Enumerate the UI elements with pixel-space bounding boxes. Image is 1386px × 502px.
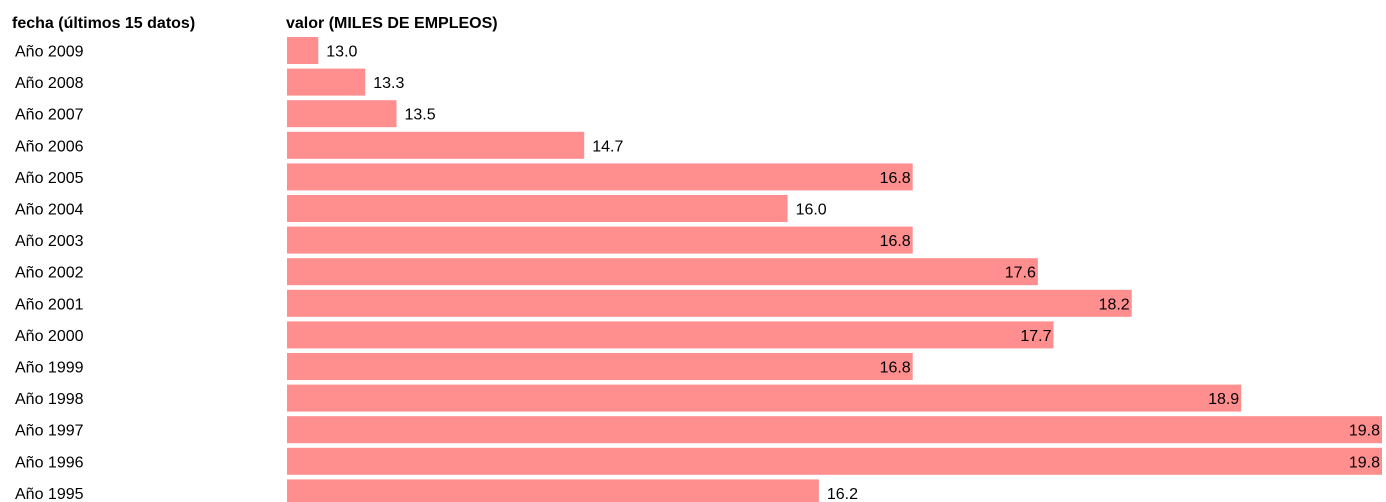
value-label: 13.3 xyxy=(373,75,404,92)
bar xyxy=(287,163,913,191)
value-label: 17.6 xyxy=(1005,265,1036,282)
category-label: Año 2003 xyxy=(15,233,84,250)
category-label: Año 2008 xyxy=(15,75,84,92)
value-label: 16.8 xyxy=(880,360,911,377)
bar xyxy=(287,131,585,159)
category-label: Año 2001 xyxy=(15,296,84,313)
value-label: 16.8 xyxy=(880,170,911,187)
bar xyxy=(287,321,1054,349)
category-label: Año 1995 xyxy=(15,486,84,502)
value-label: 17.7 xyxy=(1020,328,1051,345)
category-label: Año 2006 xyxy=(15,138,84,155)
category-label: Año 1996 xyxy=(15,454,84,471)
category-label: Año 1999 xyxy=(15,360,84,377)
category-label: Año 1997 xyxy=(15,423,84,440)
value-label: 18.2 xyxy=(1099,296,1130,313)
value-label: 16.2 xyxy=(827,486,858,502)
bar xyxy=(287,447,1382,475)
category-label: Año 2005 xyxy=(15,170,84,187)
bar xyxy=(287,37,319,64)
value-label: 13.5 xyxy=(405,107,436,124)
bar xyxy=(287,416,1382,444)
value-label: 13.0 xyxy=(326,44,357,61)
bar xyxy=(287,226,913,254)
bar xyxy=(287,258,1038,286)
chart-rows: Año 2009 13.0 Año 2008 13.3 Año 2007 13.5 Año … xyxy=(15,37,1382,502)
value-label: 16.0 xyxy=(796,202,827,219)
bar xyxy=(287,68,366,96)
category-label: Año 2004 xyxy=(15,202,84,219)
bar xyxy=(287,195,788,222)
category-label: Año 2002 xyxy=(15,265,84,282)
value-label: 14.7 xyxy=(592,138,623,155)
category-label: Año 2000 xyxy=(15,328,84,345)
bar xyxy=(287,384,1242,412)
bar xyxy=(287,289,1132,317)
value-label: 19.8 xyxy=(1349,454,1380,471)
category-label: Año 2007 xyxy=(15,107,84,124)
category-label: Año 1998 xyxy=(15,391,84,408)
category-label: Año 2009 xyxy=(15,44,84,61)
bar xyxy=(287,353,913,380)
value-column-header: valor (MILES DE EMPLEOS) xyxy=(286,15,498,32)
bar xyxy=(287,100,397,128)
bar xyxy=(287,479,819,502)
value-label: 18.9 xyxy=(1208,391,1239,408)
category-column-header: fecha (últimos 15 datos) xyxy=(12,15,195,32)
value-label: 16.8 xyxy=(880,233,911,250)
value-label: 19.8 xyxy=(1349,423,1380,440)
